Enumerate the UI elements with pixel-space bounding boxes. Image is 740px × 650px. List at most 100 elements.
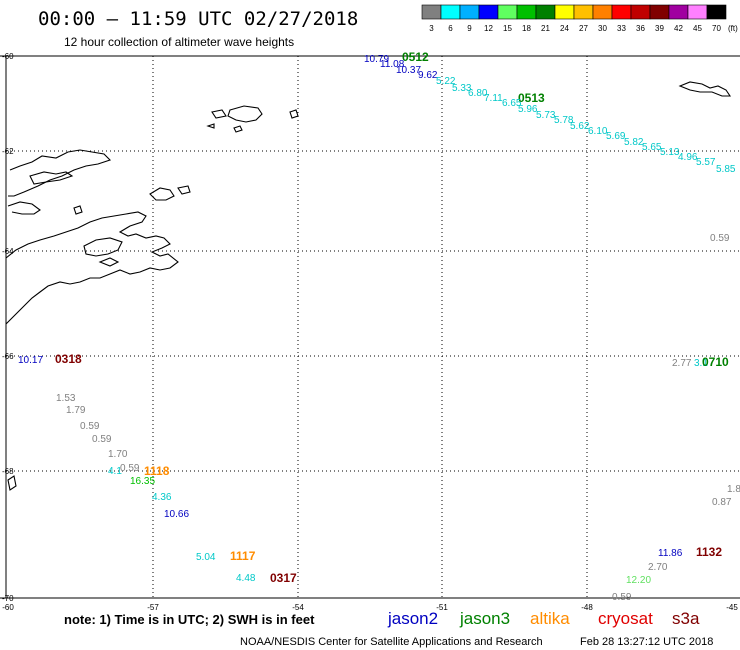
colorbar-swatch: [478, 4, 499, 20]
colorbar-label: 24: [560, 24, 569, 33]
wave-height-value: 5.96: [518, 104, 538, 115]
longitude-labels: -60 -57 -54 -51 -48 -45: [2, 603, 738, 612]
wave-height-value: 10.79: [364, 54, 389, 65]
mission-jason3: jason3: [459, 609, 510, 628]
wave-height-value: 5.33: [452, 83, 472, 94]
colorbar-label: 3: [429, 24, 434, 33]
footer-credit: NOAA/NESDIS Center for Satellite Applica…: [240, 636, 543, 648]
colorbar-swatch: [649, 4, 670, 20]
wave-height-value: 6.65: [502, 98, 522, 109]
wave-height-value: 1.70: [108, 449, 128, 460]
wave-height-value: 7.11: [484, 93, 503, 104]
mission-s3a: s3a: [672, 609, 700, 628]
wave-height-value: 6.80: [468, 88, 488, 99]
wave-height-value: 11.86: [658, 548, 683, 559]
wave-height-value: 16.35: [130, 476, 155, 487]
footer-note: note: 1) Time is in UTC; 2) SWH is in fe…: [64, 612, 315, 627]
colorbar-label: 21: [541, 24, 550, 33]
pass-time-label: 0513: [518, 91, 545, 105]
color-scale-bar: 3 6 9 12 15 18 21 24 27 30 33 36 39 42 45 70 (ft): [421, 4, 738, 33]
colorbar-unit: (ft): [728, 24, 738, 33]
colorbar-label: 30: [598, 24, 607, 33]
longitude-label: -60: [2, 603, 14, 612]
wave-height-value: 0.59: [80, 421, 100, 432]
map-frame: [0, 55, 740, 599]
wave-height-value: 0.59: [120, 463, 140, 474]
mission-legend: jason2 jason3 altika cryosat s3a: [387, 609, 700, 628]
colorbar-swatch: [611, 4, 632, 20]
colorbar-label: 9: [467, 24, 472, 33]
latitude-label: -64: [2, 247, 14, 256]
wave-height-value: 5.65: [642, 142, 662, 153]
pass-time-label: 0710: [702, 355, 729, 369]
wave-height-value: 0.87: [712, 497, 732, 508]
mission-jason2: jason2: [387, 609, 438, 628]
wave-height-value: 0.59: [612, 592, 632, 603]
colorbar-swatch: [706, 4, 727, 20]
wave-height-value: 4.48: [236, 573, 256, 584]
latitude-label: -68: [2, 467, 14, 476]
pass-time-label: 0318: [55, 352, 82, 366]
wave-height-value: 5.13: [660, 147, 680, 158]
colorbar-swatch: [630, 4, 651, 20]
wave-height-value: 1.8: [727, 484, 740, 495]
wave-height-value: 1.79: [66, 405, 86, 416]
pass-time-label: 0512: [402, 50, 429, 64]
colorbar-swatch: [516, 4, 537, 20]
map-title: 00:00 – 11:59 UTC 02/27/2018: [38, 8, 358, 30]
colorbar-label: 15: [503, 24, 512, 33]
pass-time-label: 1118: [144, 464, 170, 478]
colorbar-label: 33: [617, 24, 626, 33]
wave-height-value: 2.70: [648, 562, 668, 573]
wave-height-value: 4.1: [108, 466, 122, 477]
wave-height-value: 5.82: [624, 137, 644, 148]
colorbar-swatch: [440, 4, 461, 20]
wave-height-value: 10.66: [164, 509, 189, 520]
wave-height-value: 4.96: [678, 152, 698, 163]
longitude-label: -57: [147, 603, 159, 612]
wave-height-value: 2.77: [672, 358, 692, 369]
latitude-labels: -60 -62 -64 -66 -68 -70: [2, 52, 14, 603]
colorbar-label: 70: [712, 24, 721, 33]
wave-height-value: 5.04: [196, 552, 216, 563]
pass-time-label: 1117: [230, 549, 256, 563]
colorbar-swatch: [573, 4, 594, 20]
colorbar-swatch: [535, 4, 556, 20]
longitude-label: -54: [292, 603, 304, 612]
latitude-label: -70: [2, 594, 14, 603]
colorbar-swatch: [687, 4, 708, 20]
pass-time-label: 1132: [696, 545, 722, 559]
pass-time-label: 0317: [270, 571, 297, 585]
wave-height-value: 11.08: [380, 59, 405, 70]
latitude-label: -60: [2, 52, 14, 61]
wave-height-value: 5.69: [606, 131, 626, 142]
colorbar-label: 6: [448, 24, 453, 33]
latitude-label: -66: [2, 352, 14, 361]
colorbar-label: 36: [636, 24, 645, 33]
wave-height-value: 5.85: [716, 164, 736, 175]
colorbar-swatch: [592, 4, 613, 20]
longitude-label: -48: [581, 603, 593, 612]
wave-height-value: 5.22: [436, 76, 456, 87]
longitude-label: -51: [436, 603, 448, 612]
map-subtitle: 12 hour collection of altimeter wave hei…: [64, 35, 294, 49]
wave-height-value: 3.1: [694, 358, 708, 369]
colorbar-swatch: [554, 4, 575, 20]
colorbar-label: 27: [579, 24, 588, 33]
colorbar-label: 39: [655, 24, 664, 33]
wave-height-value: 12.20: [626, 575, 651, 586]
colorbar-label: 45: [693, 24, 702, 33]
wave-height-value: 10.37: [396, 65, 421, 76]
wave-height-value: 4.36: [152, 492, 172, 503]
wave-height-value: 9.62: [418, 70, 438, 81]
colorbar-label: 18: [522, 24, 531, 33]
wave-height-value: 5.78: [554, 115, 574, 126]
wave-height-value: 5.73: [536, 110, 556, 121]
colorbar-swatch: [459, 4, 480, 20]
wave-height-value: 5.57: [696, 157, 716, 168]
coastline: [5, 81, 732, 491]
colorbar-swatch: [668, 4, 689, 20]
colorbar-swatch: [421, 4, 442, 20]
